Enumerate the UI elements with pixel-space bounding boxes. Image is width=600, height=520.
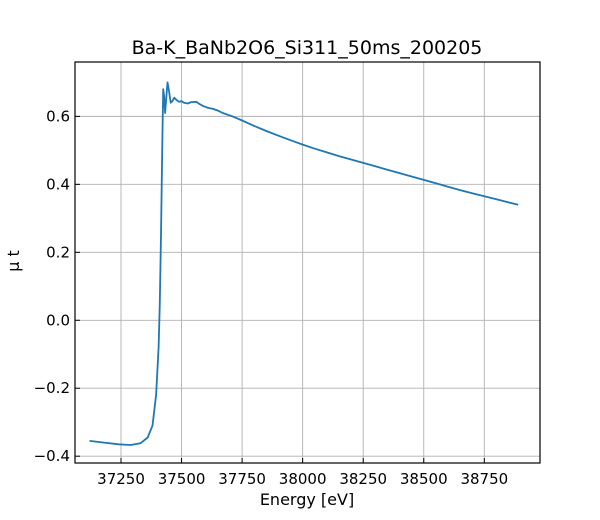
y-axis-label: μ t xyxy=(4,250,23,272)
x-tick-label: 38000 xyxy=(279,470,327,488)
y-tick-label: 0.4 xyxy=(46,175,70,193)
x-tick-label: 38750 xyxy=(460,470,508,488)
ticks-layer: 37250 37500 37750 38000 38250 38500 38750 −0.4 −… xyxy=(34,107,509,488)
y-tick-label: 0.6 xyxy=(46,107,70,125)
x-tick-label: 37250 xyxy=(97,470,145,488)
x-tick-label: 37500 xyxy=(158,470,206,488)
y-tick-label: 0.2 xyxy=(46,243,70,261)
y-tick-label: 0.0 xyxy=(46,311,70,329)
y-tick-label: −0.4 xyxy=(34,447,70,465)
x-tick-label: 38500 xyxy=(400,470,448,488)
chart-title: Ba-K_BaNb2O6_Si311_50ms_200205 xyxy=(132,37,483,59)
grid-layer xyxy=(75,62,540,463)
series-line xyxy=(89,81,519,446)
plot-frame xyxy=(74,61,541,464)
x-axis-label: Energy [eV] xyxy=(260,490,354,509)
y-tick-label: −0.2 xyxy=(34,379,70,397)
x-tick-label: 38250 xyxy=(339,470,387,488)
x-tick-label: 37750 xyxy=(218,470,266,488)
series-layer xyxy=(89,81,519,446)
